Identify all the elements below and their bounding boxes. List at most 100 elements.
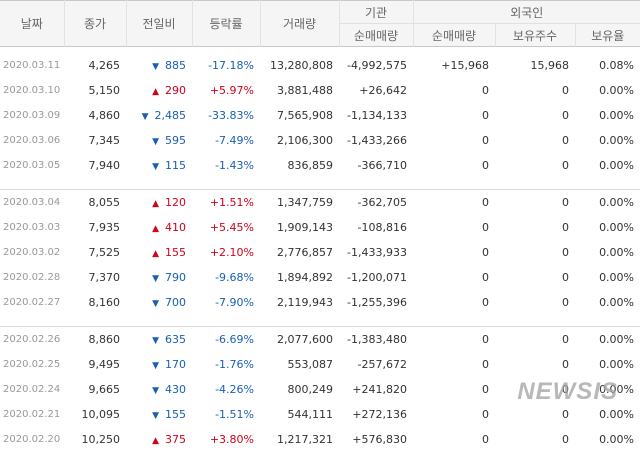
cell-volume: 7,565,908: [260, 103, 339, 128]
cell-rate: -33.83%: [192, 103, 260, 128]
change-value: 375: [165, 433, 186, 446]
cell-date: 2020.03.09: [0, 103, 64, 128]
cell-volume: 836,859: [260, 153, 339, 178]
cell-foreign-ratio: 0.00%: [575, 153, 640, 178]
cell-close: 8,860: [64, 327, 126, 353]
cell-foreign-hold: 0: [495, 240, 575, 265]
cell-volume: 1,347,759: [260, 190, 339, 216]
cell-rate: -1.76%: [192, 352, 260, 377]
cell-close: 7,345: [64, 128, 126, 153]
cell-foreign-net: 0: [413, 128, 495, 153]
change-value: 430: [165, 383, 186, 396]
cell-foreign-hold: 0: [495, 103, 575, 128]
cell-close: 8,055: [64, 190, 126, 216]
cell-foreign-hold: 15,968: [495, 53, 575, 78]
cell-foreign-net: 0: [413, 215, 495, 240]
cell-inst-net: -257,672: [339, 352, 413, 377]
triangle-up-icon: ▲: [152, 436, 159, 446]
cell-inst-net: -366,710: [339, 153, 413, 178]
cell-close: 7,525: [64, 240, 126, 265]
cell-foreign-net: 0: [413, 327, 495, 353]
cell-volume: 1,894,892: [260, 265, 339, 290]
change-value: 635: [165, 333, 186, 346]
header-rate: 등락률: [192, 1, 260, 47]
cell-volume: 2,106,300: [260, 128, 339, 153]
triangle-down-icon: ▼: [152, 62, 159, 72]
cell-foreign-ratio: 0.00%: [575, 290, 640, 315]
cell-date: 2020.02.21: [0, 402, 64, 427]
cell-foreign-hold: 0: [495, 290, 575, 315]
change-value: 700: [165, 296, 186, 309]
cell-inst-net: -1,255,396: [339, 290, 413, 315]
triangle-down-icon: ▼: [152, 336, 159, 346]
cell-foreign-ratio: 0.00%: [575, 215, 640, 240]
cell-rate: +5.97%: [192, 78, 260, 103]
triangle-up-icon: ▲: [152, 199, 159, 209]
header-volume: 거래량: [260, 1, 339, 47]
cell-rate: -7.90%: [192, 290, 260, 315]
cell-foreign-net: 0: [413, 240, 495, 265]
triangle-up-icon: ▲: [152, 87, 159, 97]
cell-inst-net: +26,642: [339, 78, 413, 103]
cell-inst-net: -1,383,480: [339, 327, 413, 353]
cell-change: ▲ 375: [126, 427, 192, 452]
cell-foreign-ratio: 0.00%: [575, 128, 640, 153]
cell-rate: +1.51%: [192, 190, 260, 216]
cell-foreign-net: 0: [413, 190, 495, 216]
cell-inst-net: -4,992,575: [339, 53, 413, 78]
triangle-up-icon: ▲: [152, 249, 159, 259]
cell-change: ▼2,485: [126, 103, 192, 128]
cell-change: ▼ 635: [126, 327, 192, 353]
cell-close: 10,095: [64, 402, 126, 427]
cell-close: 7,940: [64, 153, 126, 178]
group-divider: [0, 315, 640, 327]
cell-date: 2020.02.24: [0, 377, 64, 402]
cell-foreign-net: 0: [413, 265, 495, 290]
cell-foreign-hold: 0: [495, 215, 575, 240]
cell-inst-net: +272,136: [339, 402, 413, 427]
cell-rate: +2.10%: [192, 240, 260, 265]
triangle-down-icon: ▼: [152, 386, 159, 396]
cell-close: 4,265: [64, 53, 126, 78]
cell-rate: -4.26%: [192, 377, 260, 402]
cell-inst-net: -108,816: [339, 215, 413, 240]
header-change: 전일비: [126, 1, 192, 47]
cell-foreign-ratio: 0.00%: [575, 103, 640, 128]
cell-date: 2020.03.04: [0, 190, 64, 216]
cell-close: 7,370: [64, 265, 126, 290]
cell-change: ▼885: [126, 53, 192, 78]
header-institution: 기관: [339, 1, 413, 24]
cell-rate: -6.69%: [192, 327, 260, 353]
group-divider: [0, 178, 640, 190]
cell-foreign-hold: 0: [495, 128, 575, 153]
cell-volume: 1,217,321: [260, 427, 339, 452]
header-foreign-net: 순매매량: [413, 24, 495, 47]
cell-foreign-net: 0: [413, 402, 495, 427]
cell-change: ▼155: [126, 402, 192, 427]
cell-foreign-net: 0: [413, 153, 495, 178]
cell-foreign-hold: 0: [495, 190, 575, 216]
cell-foreign-hold: 0: [495, 327, 575, 353]
cell-inst-net: -362,705: [339, 190, 413, 216]
cell-change: ▼115: [126, 153, 192, 178]
cell-date: 2020.03.03: [0, 215, 64, 240]
cell-foreign-ratio: 0.08%: [575, 53, 640, 78]
cell-volume: 1,909,143: [260, 215, 339, 240]
cell-inst-net: -1,433,266: [339, 128, 413, 153]
cell-foreign-hold: 0: [495, 352, 575, 377]
cell-change: ▲290: [126, 78, 192, 103]
change-value: 595: [165, 134, 186, 147]
cell-inst-net: +576,830: [339, 427, 413, 452]
cell-date: 2020.03.11: [0, 53, 64, 78]
cell-foreign-net: 0: [413, 352, 495, 377]
cell-close: 5,150: [64, 78, 126, 103]
header-close: 종가: [64, 1, 126, 47]
cell-volume: 2,776,857: [260, 240, 339, 265]
